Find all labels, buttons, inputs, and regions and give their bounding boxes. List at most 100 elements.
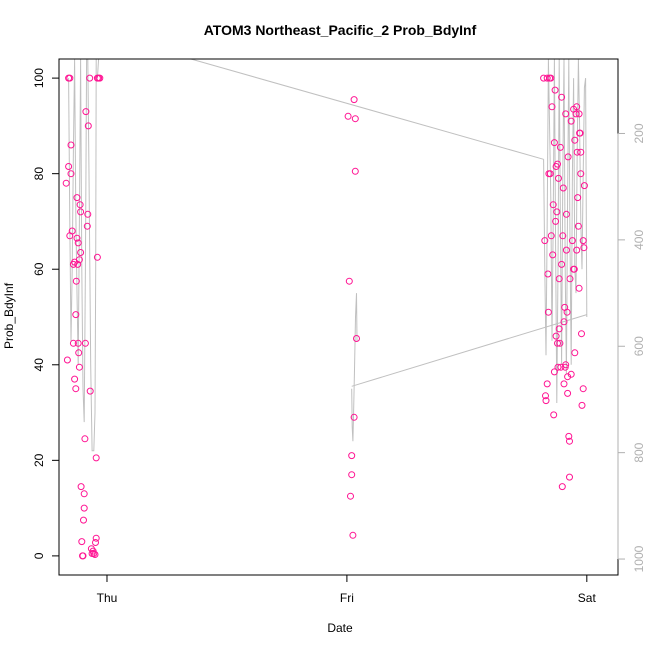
data-point: [353, 335, 360, 342]
x-tick-label: Fri: [340, 591, 354, 605]
data-point: [546, 170, 554, 178]
data-point: [560, 318, 568, 326]
model-line-thu: [68, 59, 97, 452]
data-point: [348, 452, 356, 460]
data-point: [575, 284, 583, 292]
data-point: [552, 217, 560, 225]
y-tick-label: 60: [32, 262, 46, 276]
y2-tick-label: 800: [632, 442, 646, 462]
data-point: [580, 244, 588, 252]
y-tick-label: 0: [32, 552, 46, 559]
data-point: [74, 239, 82, 247]
data-point: [544, 270, 552, 278]
data-point: [349, 531, 357, 539]
data-point: [72, 277, 80, 285]
data-point: [573, 148, 581, 156]
data-point: [74, 339, 82, 347]
data-point: [79, 552, 87, 560]
data-point: [74, 260, 82, 268]
data-point: [76, 201, 84, 209]
y2-tick-label: 200: [632, 123, 646, 143]
data-point: [549, 201, 557, 209]
data-point: [67, 170, 75, 178]
data-point: [554, 160, 561, 168]
x-axis-label: Date: [327, 621, 353, 635]
axes: Thu Fri Sat 0 20 40 60 80 100 200 400 600 800 1000: [32, 68, 646, 605]
y-tick-label: 20: [32, 453, 46, 467]
data-point: [566, 473, 573, 481]
data-point: [72, 311, 80, 319]
data-point: [96, 74, 104, 82]
data-point: [547, 74, 555, 82]
model-line-sat: [543, 59, 588, 404]
data-point: [84, 210, 92, 218]
data-point: [563, 308, 571, 316]
data-point: [575, 110, 583, 118]
data-point: [68, 227, 76, 235]
data-point: [554, 339, 561, 347]
data-point: [543, 380, 551, 388]
data-point: [559, 184, 567, 192]
model-line-fri: [351, 293, 358, 442]
data-point: [80, 504, 88, 512]
data-point: [80, 516, 87, 524]
data-point: [555, 174, 562, 182]
data-point: [549, 251, 557, 259]
y-tick-label: 40: [32, 358, 46, 372]
data-point: [63, 356, 71, 364]
data-point: [568, 237, 576, 245]
data-point: [564, 153, 572, 161]
data-point: [573, 246, 581, 254]
data-point: [577, 170, 585, 178]
data-point: [71, 375, 79, 383]
model-line-diagonal-lower: [351, 314, 587, 387]
data-point: [93, 253, 101, 261]
data-point: [559, 232, 567, 240]
data-point: [75, 349, 83, 357]
data-point: [570, 265, 578, 273]
data-point: [541, 237, 549, 245]
data-point: [579, 385, 587, 393]
y-tick-label: 80: [32, 167, 46, 181]
data-point: [348, 471, 356, 479]
data-point: [566, 437, 573, 445]
data-point: [551, 86, 559, 94]
data-point: [562, 210, 570, 218]
data-point: [73, 194, 81, 202]
y2-tick-label: 400: [632, 230, 646, 250]
data-point: [560, 380, 568, 388]
data-point: [558, 260, 566, 268]
data-point: [555, 275, 563, 283]
data-point: [351, 115, 359, 123]
data-point: [554, 363, 562, 371]
model-line-diagonal-upper: [190, 59, 544, 160]
data-point: [73, 234, 81, 242]
data-point: [576, 129, 584, 137]
data-point: [542, 397, 550, 405]
data-point: [542, 392, 549, 400]
data-point: [556, 339, 564, 347]
data-point: [86, 387, 94, 395]
data-point: [550, 139, 558, 147]
data-point: [62, 179, 70, 187]
data-point: [562, 246, 570, 254]
data-point: [350, 413, 358, 421]
data-point: [77, 483, 85, 491]
y-axis-label: Prob_BdyInf: [2, 282, 16, 349]
data-point: [82, 108, 90, 116]
data-point: [550, 368, 558, 376]
data-point: [580, 182, 588, 190]
data-point: [351, 167, 359, 175]
data-point: [565, 432, 573, 440]
data-point: [543, 74, 551, 82]
scatter-points: [62, 74, 588, 560]
data-point: [81, 435, 89, 443]
data-point: [562, 110, 570, 118]
data-point: [65, 163, 73, 170]
data-point: [81, 339, 89, 347]
data-point: [84, 122, 92, 130]
y2-tick-label: 1000: [632, 545, 646, 572]
chart-title: ATOM3 Northeast_Pacific_2 Prob_BdyInf: [204, 22, 477, 38]
